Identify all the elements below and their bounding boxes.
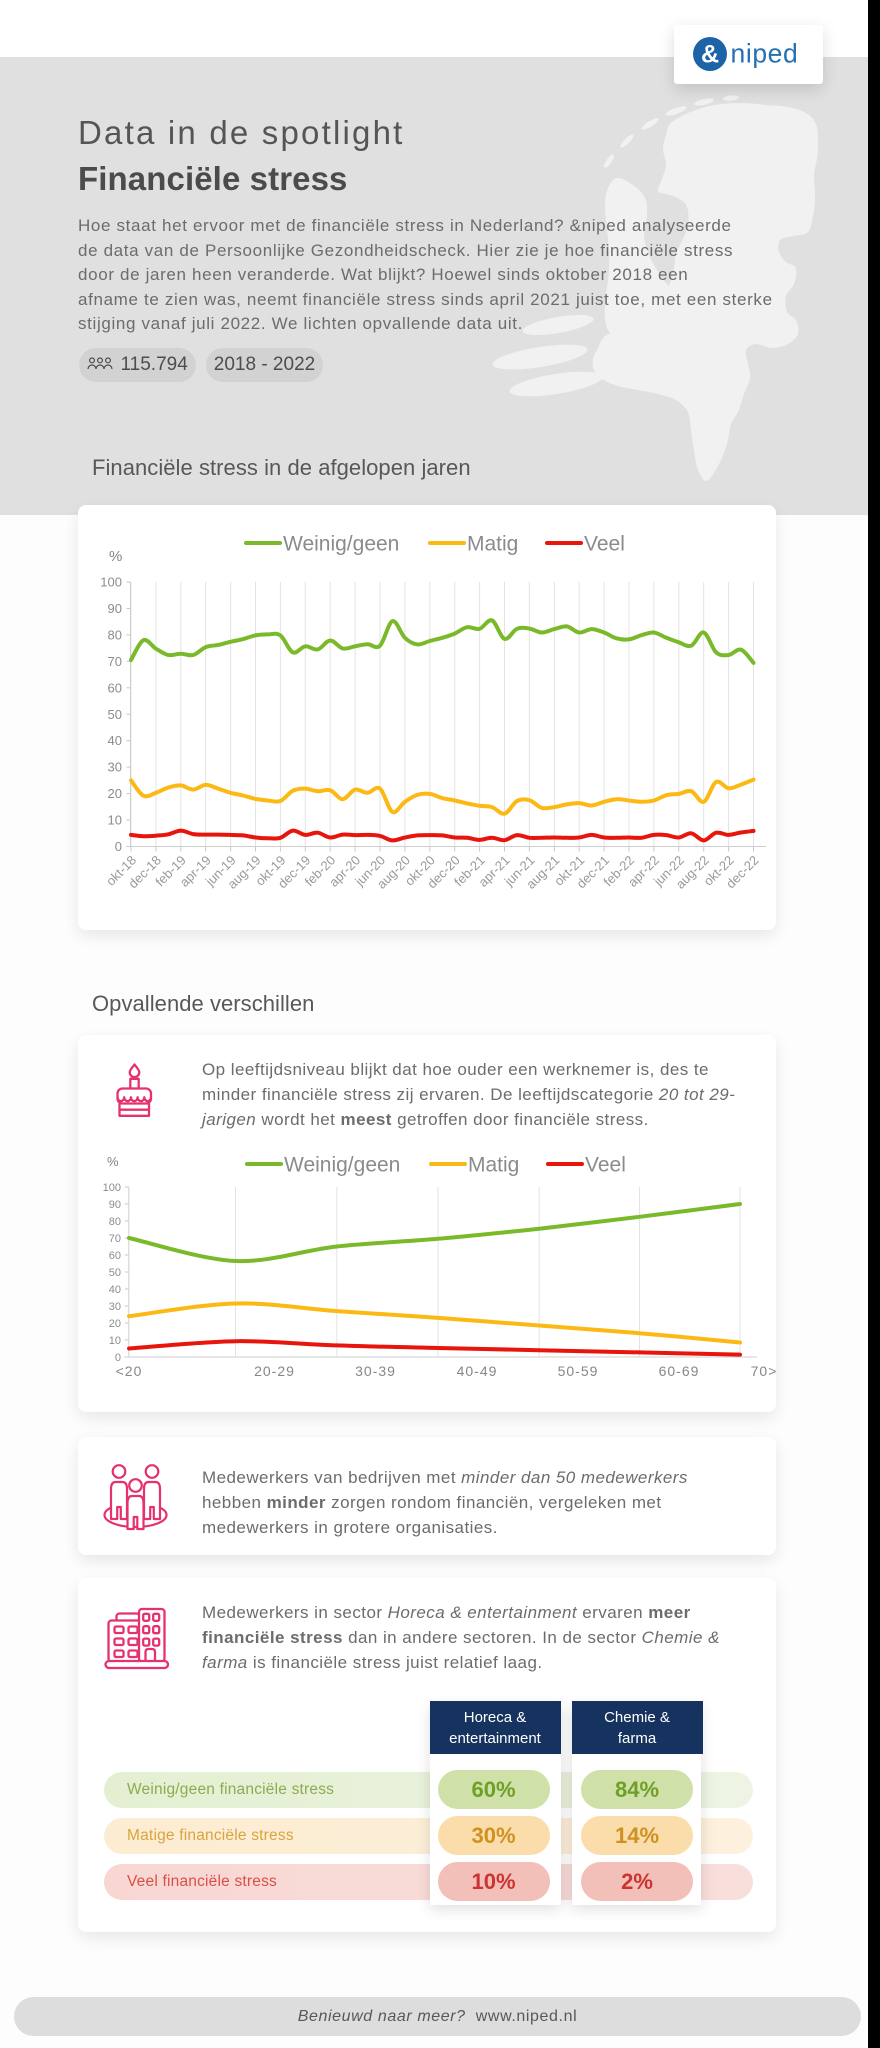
svg-text:Veel: Veel	[584, 533, 625, 556]
svg-text:60: 60	[108, 680, 122, 695]
svg-text:70>: 70>	[751, 1363, 776, 1379]
svg-text:%: %	[107, 1154, 119, 1169]
svg-text:%: %	[109, 548, 122, 565]
svg-text:40: 40	[109, 1284, 121, 1296]
svg-text:Weinig/geen: Weinig/geen	[283, 533, 399, 556]
svg-text:Veel: Veel	[585, 1154, 626, 1177]
svg-text:0: 0	[115, 839, 122, 854]
svg-text:niped: niped	[731, 39, 799, 69]
svg-text:70: 70	[108, 654, 122, 669]
svg-text:30: 30	[108, 760, 122, 775]
svg-text:Weinig/geen: Weinig/geen	[284, 1154, 400, 1177]
svg-text:&: &	[701, 41, 719, 69]
svg-text:50: 50	[108, 707, 122, 722]
svg-text:40: 40	[108, 733, 122, 748]
svg-text:10: 10	[109, 1335, 121, 1347]
svg-text:70: 70	[109, 1233, 121, 1245]
svg-text:100: 100	[100, 575, 122, 590]
svg-text:50-59: 50-59	[558, 1363, 599, 1379]
svg-text:20-29: 20-29	[254, 1363, 295, 1379]
svg-text:60-69: 60-69	[659, 1363, 700, 1379]
svg-text:100: 100	[103, 1182, 121, 1194]
svg-text:10: 10	[108, 813, 122, 828]
svg-text:90: 90	[109, 1199, 121, 1211]
svg-text:20: 20	[109, 1318, 121, 1330]
svg-text:90: 90	[108, 601, 122, 616]
svg-text:0: 0	[115, 1352, 121, 1364]
svg-text:<20: <20	[116, 1363, 143, 1379]
svg-text:50: 50	[109, 1267, 121, 1279]
svg-text:Matig: Matig	[468, 1154, 519, 1177]
svg-text:80: 80	[109, 1216, 121, 1228]
svg-text:80: 80	[108, 627, 122, 642]
svg-text:20: 20	[108, 786, 122, 801]
svg-text:40-49: 40-49	[457, 1363, 498, 1379]
svg-text:30: 30	[109, 1301, 121, 1313]
svg-text:60: 60	[109, 1250, 121, 1262]
svg-text:30-39: 30-39	[355, 1363, 396, 1379]
svg-text:Matig: Matig	[467, 533, 518, 556]
